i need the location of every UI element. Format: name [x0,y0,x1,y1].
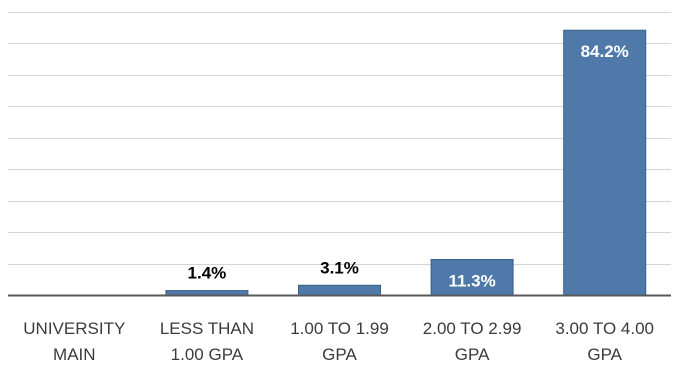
data-label: 1.4% [188,264,227,283]
category-label: GPA [455,345,490,364]
bars [165,29,647,296]
bar [563,29,647,296]
category-label: 2.00 TO 2.99 [423,319,522,338]
category-label: 1.00 GPA [171,345,244,364]
bar [298,284,381,296]
category-label: GPA [322,345,357,364]
data-label: 84.2% [581,42,629,61]
category-label: GPA [587,345,622,364]
category-label: 3.00 TO 4.00 [555,319,654,338]
bar [165,290,249,296]
gridlines [8,12,671,296]
data-label: 11.3% [448,271,495,290]
data-labels: 1.4% 3.1% 11.3% 84.2% [188,42,629,290]
category-label: 1.00 TO 1.99 [290,319,389,338]
data-label: 3.1% [320,258,359,277]
category-label: MAIN [53,345,96,364]
bar [430,258,514,296]
category-label: LESS THAN [160,319,254,338]
category-label: UNIVERSITY [23,319,125,338]
category-labels: UNIVERSITY MAIN LESS THAN 1.00 GPA 1.00 TO 1… [23,319,654,364]
